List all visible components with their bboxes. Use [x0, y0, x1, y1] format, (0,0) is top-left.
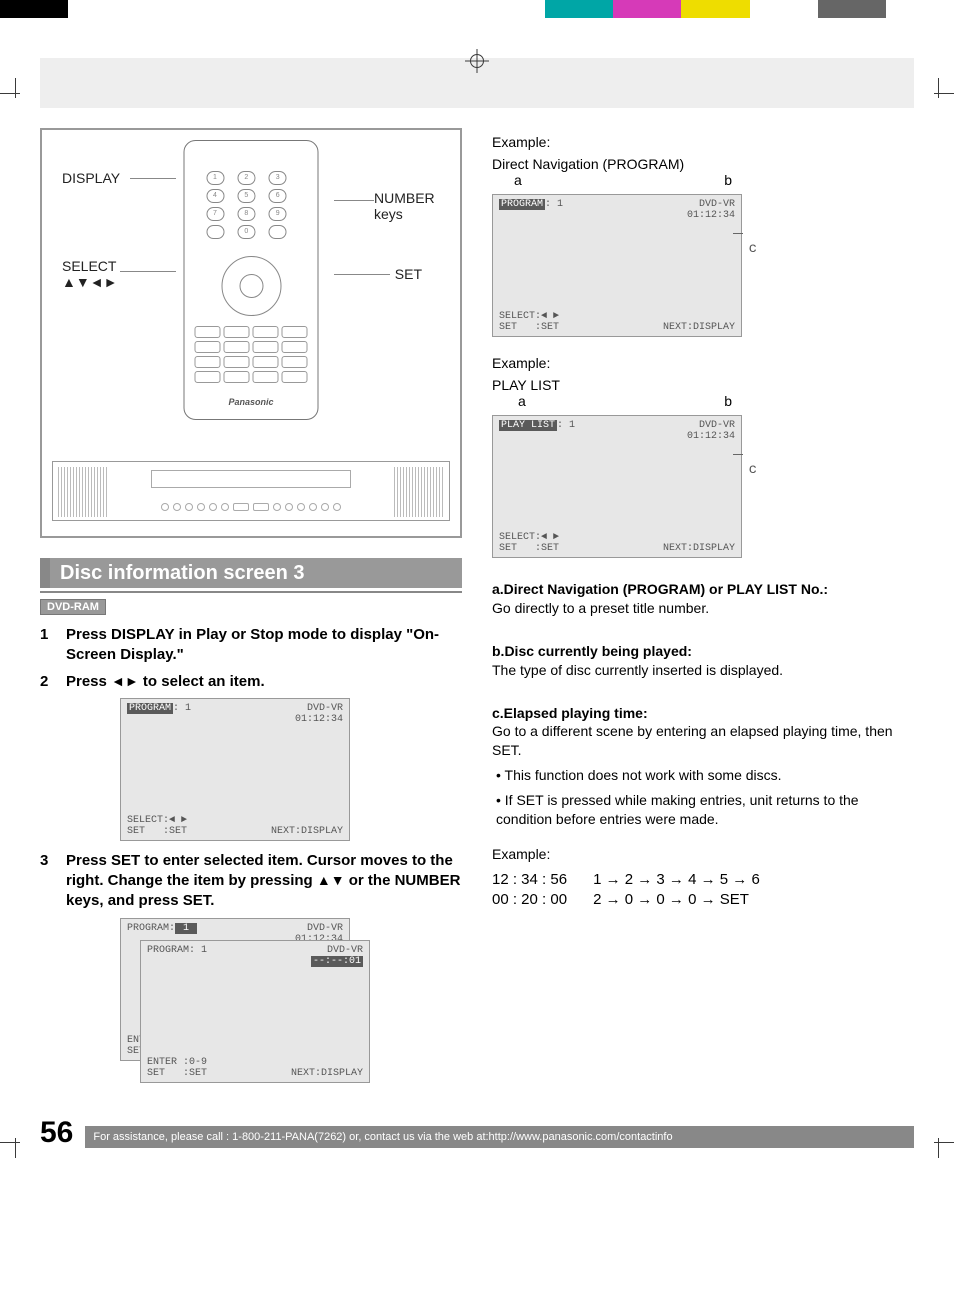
remote-outline: 123 456 789 0 Panasonic: [184, 140, 319, 420]
def-c-heading: c.Elapsed playing time:: [492, 705, 648, 721]
step-number: 3: [40, 851, 56, 912]
label-c: c: [749, 462, 757, 478]
steps-list: 1 Press DISPLAY in Play or Stop mode to …: [40, 625, 462, 692]
label-b: b: [724, 172, 732, 188]
label-c: c: [749, 241, 757, 257]
remote-brand: Panasonic: [185, 397, 318, 407]
crop-mark-br: [924, 1128, 954, 1158]
page: 123 456 789 0 Panasonic DISPLAY: [0, 18, 954, 1168]
osd-example-program: PROGRAM: 1 DVD-VR 01:12:34 SELECT:◄ ► SE…: [492, 194, 742, 337]
osd-screen-step3-front: PROGRAM: 1 DVD-VR --:--:01 ENTER :0-9 SE…: [140, 940, 370, 1083]
remote-diagram: 123 456 789 0 Panasonic DISPLAY: [40, 128, 462, 538]
example-playlist: Example: PLAY LIST a b PLAY LIST: 1 DVD-…: [492, 355, 914, 558]
badge-dvd-ram: DVD-RAM: [40, 599, 106, 615]
label-a: a: [518, 393, 526, 409]
remote-lower-buttons: [195, 326, 308, 383]
registration-mark-top: [470, 54, 484, 68]
callout-select: SELECT: [62, 258, 116, 274]
print-color-bars: [0, 0, 954, 18]
remote-number-pad: 123 456 789 0: [206, 171, 296, 239]
remote-dpad: [221, 256, 281, 316]
crop-mark-tl: [0, 78, 30, 108]
osd-example-playlist: PLAY LIST: 1 DVD-VR 01:12:34 SELECT:◄ ► …: [492, 415, 742, 558]
crop-mark-bl: [0, 1128, 30, 1158]
device-front-panel: [52, 461, 450, 521]
label-a: a: [514, 172, 522, 188]
assistance-bar: For assistance, please call : 1-800-211-…: [85, 1126, 914, 1148]
page-footer: 56 For assistance, please call : 1-800-2…: [40, 1118, 914, 1148]
step-1-text: Press DISPLAY in Play or Stop mode to di…: [66, 625, 462, 666]
callout-select-arrows: ▲▼◄►: [62, 274, 117, 290]
example-program: Example: Direct Navigation (PROGRAM) a b…: [492, 134, 914, 337]
section-title-text: Disc information screen 3: [50, 558, 462, 588]
callout-set: SET: [395, 266, 422, 282]
example-heading: Example:: [492, 845, 914, 864]
step-2-text: Press ◄► to select an item.: [66, 672, 265, 692]
osd-screen-step2: PROGRAM: 1 DVD-VR 01:12:34 SELECT:◄ ► SE…: [120, 698, 350, 841]
step-number: 2: [40, 672, 56, 692]
page-number: 56: [40, 1118, 73, 1148]
callout-display: DISPLAY: [62, 170, 120, 186]
step-number: 1: [40, 625, 56, 666]
section-title: Disc information screen 3: [40, 558, 462, 588]
crop-mark-tr: [924, 78, 954, 108]
def-a-heading: a.Direct Navigation (PROGRAM) or PLAY LI…: [492, 581, 828, 597]
callout-number-keys: NUMBER keys: [374, 190, 454, 222]
step-3-text: Press SET to enter selected item. Cursor…: [66, 851, 462, 912]
definitions: a.Direct Navigation (PROGRAM) or PLAY LI…: [492, 580, 914, 910]
label-b: b: [724, 393, 732, 409]
def-b-heading: b.Disc currently being played:: [492, 643, 692, 659]
